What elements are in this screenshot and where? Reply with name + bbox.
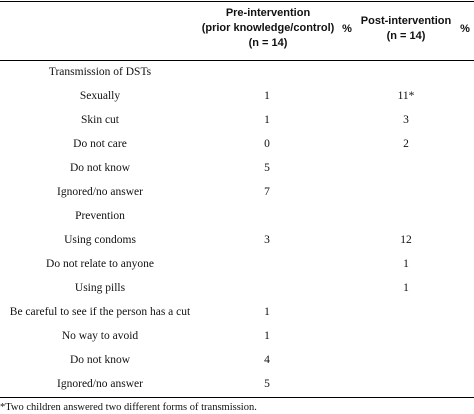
- table-footnote: *Two children answered two different for…: [0, 402, 257, 413]
- column-header-post-intervention: Post-intervention (n = 14): [356, 14, 456, 44]
- cell-pre: 1: [264, 114, 270, 126]
- cell-pre: 7: [264, 186, 270, 198]
- cell-pre: 1: [264, 330, 270, 342]
- cell-post: 12: [400, 234, 412, 246]
- cell-pre: 3: [264, 234, 270, 246]
- table-row: No way to avoid 1: [0, 324, 474, 348]
- table-row: Prevention: [0, 204, 474, 228]
- row-label: Sexually: [79, 90, 121, 102]
- cell-pre: 1: [264, 90, 270, 102]
- header-pre-line1: Pre-intervention: [225, 7, 311, 19]
- cell-pre: 4: [264, 354, 270, 366]
- table-row: Using condoms 3 12: [0, 228, 474, 252]
- row-label: Ignored/no answer: [57, 186, 143, 198]
- column-header-percent-post: %: [460, 23, 470, 35]
- header-pre-line3: (n = 14): [248, 37, 288, 49]
- table-row: Transmission of DSTs: [0, 60, 474, 84]
- row-label: Skin cut: [80, 114, 119, 126]
- row-label: Do not know: [69, 162, 131, 174]
- table-top-rule: [0, 1, 474, 2]
- row-label: Do not care: [73, 138, 127, 150]
- table-row: Ignored/no answer 7: [0, 180, 474, 204]
- row-label: Do not know: [69, 354, 131, 366]
- row-label: Do not relate to anyone: [46, 258, 154, 270]
- header-post-line2: (n = 14): [386, 30, 426, 42]
- row-label: Transmission of DSTs: [48, 66, 152, 78]
- row-label: Using pills: [74, 282, 126, 294]
- cell-post: 2: [403, 138, 409, 150]
- row-label: Using condoms: [64, 234, 136, 246]
- table-row: Sexually 1 11*: [0, 84, 474, 108]
- table-row: Do not relate to anyone 1: [0, 252, 474, 276]
- table-row: Be careful to see if the person has a cu…: [0, 300, 474, 324]
- cell-post: 1: [403, 258, 409, 270]
- table-row: Do not care 0 2: [0, 132, 474, 156]
- header-post-line1: Post-intervention: [360, 15, 452, 27]
- column-header-pre-intervention: Pre-intervention (prior knowledge/contro…: [200, 6, 336, 51]
- cell-pre: 5: [264, 162, 270, 174]
- row-label: Be careful to see if the person has a cu…: [9, 306, 191, 318]
- cell-post: 3: [403, 114, 409, 126]
- table-row: Do not know 5: [0, 156, 474, 180]
- column-header-percent-pre: %: [342, 23, 352, 35]
- cell-post: 1: [403, 282, 409, 294]
- cell-pre: 1: [264, 306, 270, 318]
- table-bottom-rule: [0, 397, 474, 398]
- cell-pre: 5: [264, 378, 270, 390]
- header-pre-line2: (prior knowledge/control): [201, 22, 335, 34]
- table-row: Do not know 4: [0, 348, 474, 372]
- header-bottom-rule: [0, 60, 474, 61]
- table-row: Using pills 1: [0, 276, 474, 300]
- table-row: Ignored/no answer 5: [0, 372, 474, 396]
- row-label: Ignored/no answer: [57, 378, 143, 390]
- row-label: No way to avoid: [61, 330, 139, 342]
- cell-pre: 0: [264, 138, 270, 150]
- cell-post: 11*: [397, 90, 415, 102]
- table-row: Skin cut 1 3: [0, 108, 474, 132]
- row-label: Prevention: [75, 210, 125, 222]
